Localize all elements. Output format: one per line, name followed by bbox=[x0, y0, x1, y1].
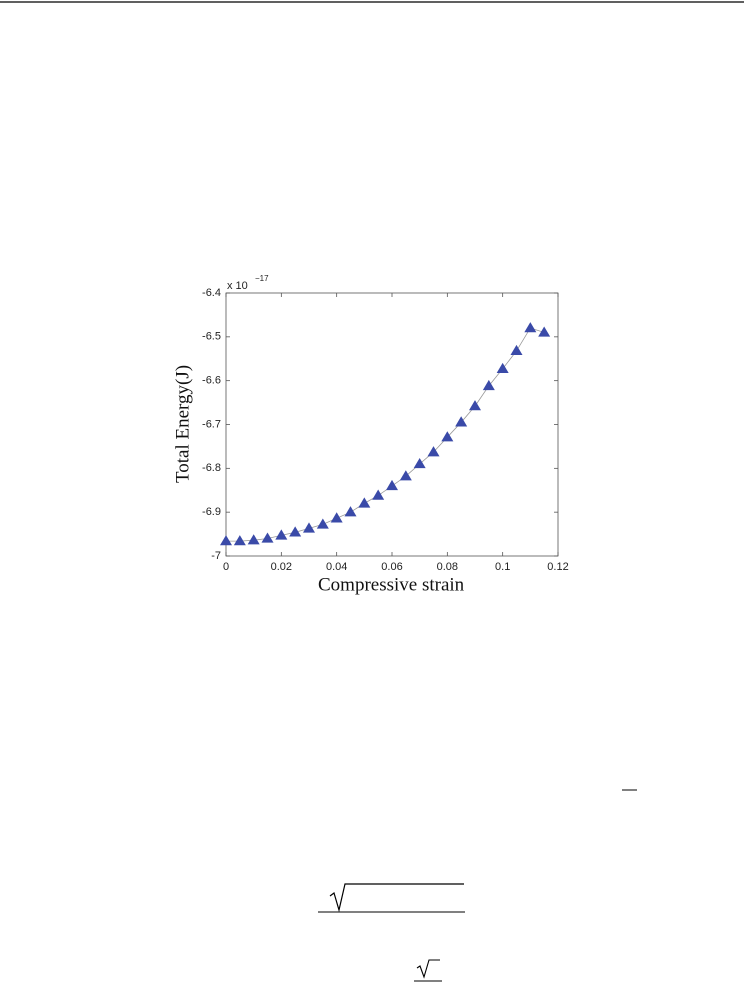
data-point bbox=[330, 512, 343, 523]
y-tick-label: -7 bbox=[211, 550, 221, 562]
y-axis-label: Total Energy(J) bbox=[172, 365, 193, 483]
data-point bbox=[427, 446, 440, 457]
data-point bbox=[372, 489, 385, 500]
data-point bbox=[289, 526, 302, 537]
data-point bbox=[316, 518, 329, 529]
x-tick-label: 0.06 bbox=[381, 561, 402, 573]
y-tick-label: -6.9 bbox=[202, 506, 221, 518]
data-point bbox=[344, 506, 357, 517]
data-point bbox=[510, 344, 523, 356]
x-tick-label: 0.12 bbox=[547, 561, 568, 573]
data-point bbox=[220, 535, 232, 546]
data-point bbox=[233, 535, 246, 546]
data-point bbox=[261, 532, 274, 543]
series-line bbox=[226, 327, 545, 542]
data-point bbox=[482, 379, 495, 391]
data-point bbox=[524, 322, 537, 333]
data-point bbox=[247, 534, 260, 545]
x-tick-label: 0.02 bbox=[271, 561, 292, 573]
y-tick-label: -6.5 bbox=[202, 331, 221, 343]
data-point bbox=[496, 362, 509, 374]
x-tick-label: 0.1 bbox=[495, 561, 510, 573]
x-axis-label: Compressive strain bbox=[318, 574, 465, 595]
sqrt-symbol bbox=[329, 883, 464, 913]
sqrt-symbol bbox=[416, 959, 440, 979]
data-point bbox=[469, 400, 481, 411]
data-point bbox=[455, 416, 468, 427]
plot-frame bbox=[225, 292, 559, 557]
y-tick-label: -6.4 bbox=[202, 287, 221, 299]
data-point bbox=[441, 431, 454, 442]
data-point bbox=[413, 457, 426, 469]
multiplier-base: x 10 bbox=[227, 280, 248, 292]
data-point bbox=[386, 479, 398, 491]
data-point bbox=[275, 529, 288, 540]
x-tick-label: 0.04 bbox=[326, 561, 347, 573]
data-point bbox=[538, 326, 551, 337]
x-tick-label: 0.08 bbox=[437, 561, 458, 573]
multiplier-exponent: −17 bbox=[255, 274, 269, 283]
data-point bbox=[303, 522, 315, 533]
data-point bbox=[399, 470, 412, 481]
y-tick-label: -6.7 bbox=[202, 418, 221, 430]
x-tick-label: 0 bbox=[223, 561, 229, 573]
y-tick-label: -6.8 bbox=[202, 462, 221, 474]
data-point bbox=[358, 497, 371, 508]
y-tick-label: -6.6 bbox=[202, 375, 221, 387]
